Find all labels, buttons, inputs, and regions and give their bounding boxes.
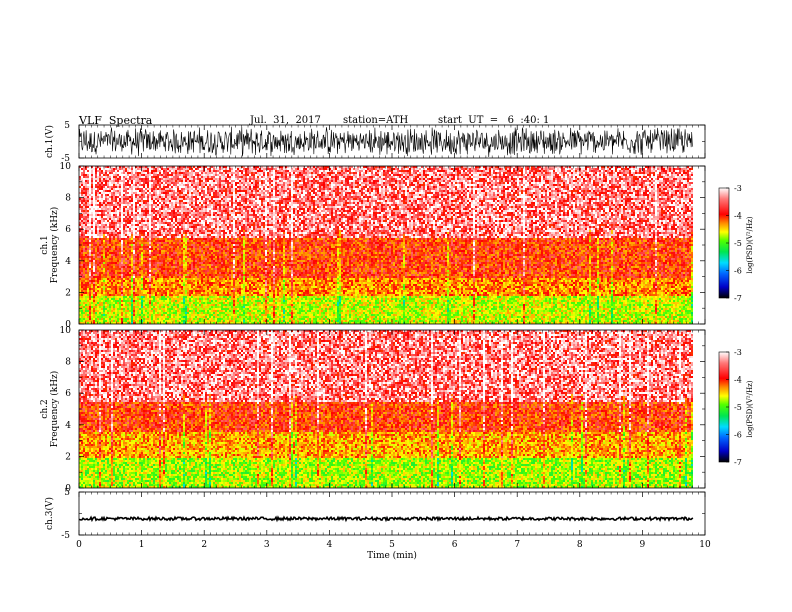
y-tick-label: 5: [64, 488, 70, 498]
y-tick-label: 4: [65, 421, 71, 431]
x-tick-label: 7: [514, 540, 520, 550]
y-tick-label: 5: [64, 121, 70, 131]
x-tick-label: 3: [264, 540, 270, 550]
y-tick-label: -5: [61, 531, 70, 541]
x-tick-label: 8: [577, 540, 583, 550]
x-axis-label: Time (min): [367, 550, 417, 561]
colorbar-label: log(PSD)(V²/Hz): [746, 216, 754, 273]
colorbar-tick-label: -3: [734, 184, 742, 193]
x-tick-label: 2: [201, 540, 207, 550]
y-axis-label: Frequency (kHz): [49, 371, 60, 448]
colorbar-tick-label: -6: [734, 431, 742, 440]
x-tick-label: 10: [699, 540, 711, 550]
waveform-trace: [78, 515, 694, 523]
x-tick-label: 0: [76, 540, 82, 550]
y-tick-label: 2: [65, 288, 71, 298]
x-tick-label: 1: [139, 540, 145, 550]
colorbar-label: log(PSD)(V²/Hz): [746, 380, 754, 437]
y-tick-label: 2: [65, 452, 71, 462]
y-axis-label: Frequency (kHz): [49, 207, 60, 284]
colorbar-tick-label: -4: [734, 376, 742, 385]
colorbar-tick-label: -7: [734, 294, 742, 303]
y-axis-channel-label: ch.1: [40, 235, 50, 254]
x-tick-label: 5: [389, 540, 395, 550]
y-tick-label: 0: [65, 320, 71, 330]
y-tick-label: 0: [65, 484, 71, 494]
colorbar-tick-label: -7: [734, 458, 742, 467]
colorbar-tick-label: -4: [734, 212, 742, 221]
chart-title: VLF Spectra: [79, 114, 152, 127]
y-axis-label: ch.1(V): [44, 125, 55, 158]
colorbar-tick-label: -5: [734, 239, 742, 248]
y-tick-label: 8: [65, 358, 71, 368]
colorbar-tick-label: -3: [734, 348, 742, 357]
x-tick-label: 6: [452, 540, 458, 550]
y-tick-label: 4: [65, 257, 71, 267]
x-tick-label: 9: [640, 540, 646, 550]
y-tick-label: 6: [65, 389, 71, 399]
y-tick-label: 8: [65, 194, 71, 204]
spectrogram-image: [79, 330, 693, 488]
y-tick-label: 10: [60, 326, 72, 336]
y-axis-label: ch.3(V): [44, 497, 55, 530]
x-tick-label: 4: [327, 540, 333, 550]
y-tick-label: -5: [61, 154, 70, 164]
y-axis-channel-label: ch.2: [40, 399, 50, 418]
waveform-trace: [78, 126, 694, 158]
y-tick-label: 6: [65, 225, 71, 235]
y-tick-label: 10: [60, 162, 72, 172]
spectrogram-image: [79, 166, 693, 324]
colorbar-tick-label: -5: [734, 403, 742, 412]
chart-start-ut: start UT = 6 :40: 1: [438, 115, 549, 126]
chart-station: station=ATH: [343, 115, 408, 126]
waveform-frame: [78, 491, 706, 536]
colorbar-tick-label: -6: [734, 267, 742, 276]
chart-date: Jul. 31, 2017: [250, 115, 321, 126]
